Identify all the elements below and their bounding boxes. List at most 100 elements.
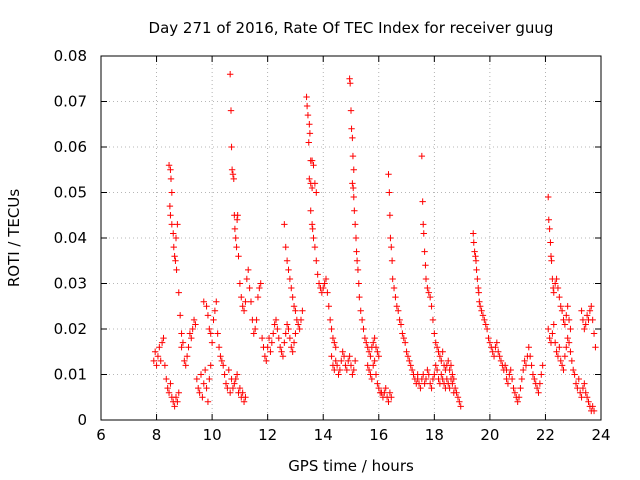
data-point (201, 366, 209, 374)
data-point (568, 357, 576, 365)
x-tick-label: 16 (369, 426, 388, 444)
data-point (349, 371, 356, 378)
data-point (268, 339, 276, 346)
data-point (558, 362, 566, 369)
data-point (389, 275, 396, 283)
data-point (232, 375, 239, 383)
data-point (586, 307, 594, 314)
data-point (311, 180, 319, 187)
data-point (170, 243, 177, 251)
data-point (196, 389, 203, 396)
data-point (371, 334, 378, 342)
data-point (174, 221, 181, 228)
data-point (420, 371, 427, 378)
data-point (429, 375, 437, 383)
data-point (497, 357, 505, 365)
data-point (560, 316, 567, 324)
data-point (283, 257, 291, 264)
data-point (503, 375, 510, 383)
data-point (163, 375, 170, 383)
data-point (207, 330, 214, 337)
data-point (279, 353, 287, 360)
data-point (165, 162, 173, 169)
data-point (286, 275, 294, 283)
y-axis-label: ROTI / TECUs (5, 189, 23, 287)
data-point (471, 248, 478, 255)
data-point (386, 189, 393, 196)
data-point (315, 280, 323, 287)
data-point (451, 384, 459, 392)
data-point (250, 330, 257, 337)
data-point (195, 384, 202, 392)
data-point (233, 243, 240, 251)
data-point (179, 339, 187, 346)
data-point (571, 371, 578, 378)
data-point (240, 398, 248, 405)
data-point (290, 303, 298, 310)
data-point (295, 321, 302, 328)
data-point (506, 371, 513, 378)
data-point (478, 307, 485, 314)
data-point (151, 348, 159, 355)
data-point (579, 316, 587, 324)
data-point (431, 330, 438, 337)
data-point (578, 307, 585, 314)
data-point (281, 339, 288, 346)
data-point (347, 362, 355, 369)
data-point (345, 357, 352, 365)
data-point (175, 289, 182, 296)
data-point (489, 348, 496, 355)
data-point (331, 339, 338, 346)
data-point (154, 353, 162, 360)
data-point (332, 344, 339, 351)
data-point (431, 371, 438, 378)
data-point (288, 344, 295, 351)
data-point (353, 248, 360, 255)
data-point (361, 334, 369, 342)
data-point (561, 321, 569, 328)
data-point (473, 266, 480, 274)
data-point (522, 362, 530, 369)
data-point (388, 243, 395, 251)
data-point (172, 394, 180, 401)
x-tick-label: 14 (314, 426, 333, 444)
data-point (472, 257, 480, 264)
data-point (589, 316, 596, 324)
data-point (313, 257, 320, 264)
data-point (457, 403, 464, 410)
x-tick-label: 24 (591, 426, 610, 444)
data-point (303, 102, 311, 110)
data-point (282, 330, 289, 337)
data-point (338, 357, 345, 365)
data-point (308, 221, 316, 228)
data-point (429, 316, 437, 324)
data-point (476, 298, 483, 305)
data-point (296, 325, 303, 333)
x-tick-label: 12 (258, 426, 277, 444)
data-point (438, 371, 445, 378)
data-point (426, 293, 434, 301)
data-point (393, 303, 401, 310)
data-point (226, 71, 234, 78)
data-point (170, 230, 177, 237)
data-point (422, 275, 430, 283)
y-tick-label: 0.07 (54, 93, 87, 111)
data-point (238, 293, 245, 301)
data-point (367, 371, 374, 378)
data-point (282, 243, 289, 251)
y-tick-label: 0.04 (54, 229, 87, 247)
data-point (283, 321, 291, 328)
data-point (421, 380, 428, 387)
data-point (388, 257, 396, 264)
x-tick-label: 6 (96, 426, 106, 444)
data-point (553, 348, 560, 355)
data-point (272, 316, 280, 324)
data-point (375, 384, 382, 392)
data-point (585, 398, 592, 405)
data-point (408, 366, 416, 374)
data-point (343, 366, 351, 374)
data-point (426, 380, 434, 387)
data-point (583, 312, 591, 319)
data-point (438, 357, 445, 365)
x-tick-label: 8 (152, 426, 162, 444)
